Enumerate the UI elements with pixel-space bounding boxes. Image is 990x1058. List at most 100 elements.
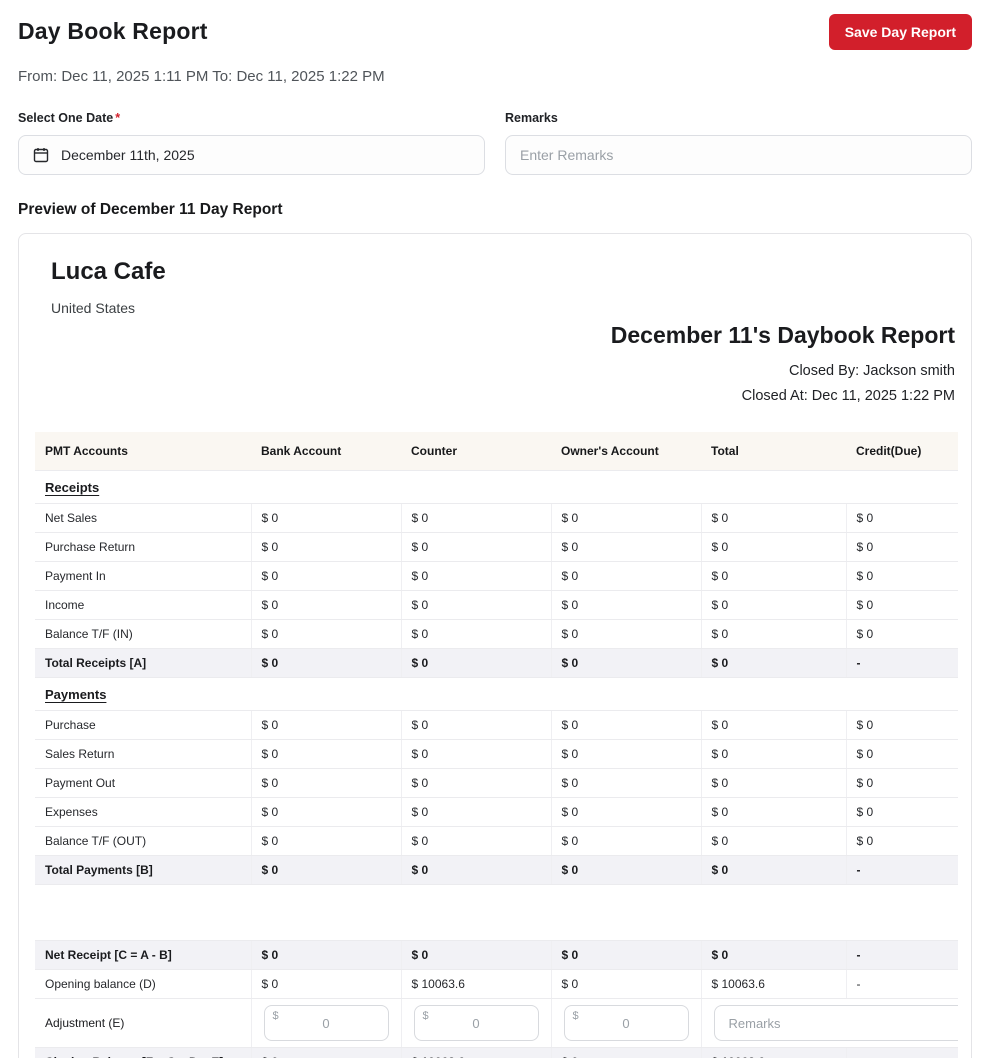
- row-label: Expenses: [35, 797, 251, 827]
- row-label: Sales Return: [35, 739, 251, 769]
- row-label: Payment In: [35, 561, 251, 591]
- cell-value: $ 0: [550, 532, 701, 562]
- closed-at: Closed At: Dec 11, 2025 1:22 PM: [741, 388, 955, 404]
- daybook-table-container: PMT Accounts Bank Account Counter Owner'…: [35, 432, 958, 1058]
- adjustment-bank-input-wrap[interactable]: $: [263, 1005, 389, 1041]
- cell-value: $ 0: [250, 561, 401, 591]
- cell-value: $ 0: [400, 797, 551, 827]
- receipts-section-label: Receipts: [45, 480, 100, 495]
- cell-value: $ 0: [550, 1047, 701, 1058]
- cell-value: -: [845, 1047, 958, 1058]
- cell-value: $ 0: [400, 710, 551, 740]
- currency-symbol: $: [572, 1010, 579, 1022]
- table-header-row: PMT Accounts Bank Account Counter Owner'…: [35, 432, 958, 471]
- cell-value: $ 0: [845, 768, 958, 798]
- cell-value: $ 0: [845, 503, 958, 533]
- adjustment-bank-input[interactable]: [264, 1006, 388, 1040]
- cell-value: $ 0: [250, 826, 401, 856]
- row-label: Net Receipt [C = A - B]: [35, 940, 251, 970]
- cell-value: $ 0: [400, 619, 551, 649]
- report-date-range: From: Dec 11, 2025 1:11 PM To: Dec 11, 2…: [18, 68, 385, 85]
- row-label: Total Payments [B]: [35, 855, 251, 885]
- cell-value: $ 0: [550, 768, 701, 798]
- date-picker[interactable]: [18, 135, 485, 175]
- cell-value: $ 0: [700, 940, 846, 970]
- table-row: Payment In $ 0 $ 0 $ 0 $ 0 $ 0: [35, 561, 958, 591]
- cell-value: $ 0: [400, 503, 551, 533]
- total-payments-row: Total Payments [B] $ 0 $ 0 $ 0 $ 0 -: [35, 855, 958, 885]
- cell-value: $ 10063.6: [700, 969, 846, 999]
- cell-value: $ 0: [700, 648, 846, 678]
- row-label: Purchase Return: [35, 532, 251, 562]
- cell-value: $ 0: [700, 739, 846, 769]
- column-header-counter: Counter: [401, 432, 551, 471]
- adjustment-counter-input-wrap[interactable]: $: [413, 1005, 539, 1041]
- table-row: Income $ 0 $ 0 $ 0 $ 0 $ 0: [35, 590, 958, 620]
- day-report-card: Luca Cafe United States December 11's Da…: [18, 233, 972, 1058]
- row-label: Adjustment (E): [35, 998, 251, 1048]
- cell-value: $ 0: [550, 561, 701, 591]
- cell-value: $ 0: [250, 940, 401, 970]
- remarks-field-group: Remarks: [505, 111, 972, 175]
- adjustment-remarks-input[interactable]: [713, 1005, 958, 1041]
- cell-value: $ 0: [250, 648, 401, 678]
- table-row: Sales Return $ 0 $ 0 $ 0 $ 0 $ 0: [35, 739, 958, 769]
- column-header-bank-account: Bank Account: [251, 432, 401, 471]
- cell-value: $ 0: [550, 590, 701, 620]
- cell-value: -: [845, 940, 958, 970]
- receipts-section-row: Receipts: [35, 470, 958, 504]
- cell-value: $ 0: [400, 855, 551, 885]
- business-country: United States: [51, 300, 136, 316]
- column-header-credit-due: Credit(Due): [846, 432, 958, 471]
- table-row: Payment Out $ 0 $ 0 $ 0 $ 0 $ 0: [35, 768, 958, 798]
- cell-value: $ 0: [550, 797, 701, 827]
- required-asterisk: *: [115, 111, 121, 125]
- cell-value: $ 0: [250, 969, 401, 999]
- cell-value: $ 0: [550, 940, 701, 970]
- cell-value: -: [845, 855, 958, 885]
- cell-value: $ 0: [700, 503, 846, 533]
- adjustment-counter-input[interactable]: [414, 1006, 538, 1040]
- table-row: Balance T/F (IN) $ 0 $ 0 $ 0 $ 0 $ 0: [35, 619, 958, 649]
- cell-value: $ 0: [550, 710, 701, 740]
- cell-value: $ 0: [845, 561, 958, 591]
- page-title: Day Book Report: [18, 18, 208, 44]
- cell-value: $ 0: [700, 561, 846, 591]
- cell-value: $ 0: [700, 532, 846, 562]
- adjustment-owner-input[interactable]: [564, 1006, 688, 1040]
- cell-value: -: [845, 648, 958, 678]
- cell-value: $ 0: [845, 710, 958, 740]
- table-row: Purchase $ 0 $ 0 $ 0 $ 0 $ 0: [35, 710, 958, 740]
- row-label: Payment Out: [35, 768, 251, 798]
- column-header-pmt-accounts: PMT Accounts: [35, 432, 251, 471]
- row-label: Balance T/F (IN): [35, 619, 251, 649]
- adjustment-owner-input-wrap[interactable]: $: [563, 1005, 689, 1041]
- cell-value: $ 0: [250, 532, 401, 562]
- cell-value: $ 0: [400, 561, 551, 591]
- cell-value: $ 0: [700, 768, 846, 798]
- table-row: Net Sales $ 0 $ 0 $ 0 $ 0 $ 0: [35, 503, 958, 533]
- date-field-group: Select One Date *: [18, 111, 485, 175]
- cell-value: $ 0: [845, 797, 958, 827]
- table-row: Expenses $ 0 $ 0 $ 0 $ 0 $ 0: [35, 797, 958, 827]
- row-label: Total Receipts [A]: [35, 648, 251, 678]
- cell-value: $ 0: [550, 855, 701, 885]
- calendar-icon: [33, 148, 49, 163]
- remarks-input-shell[interactable]: [505, 135, 972, 175]
- cell-value: $ 0: [700, 619, 846, 649]
- total-receipts-row: Total Receipts [A] $ 0 $ 0 $ 0 $ 0 -: [35, 648, 958, 678]
- cell-value: $ 0: [700, 797, 846, 827]
- date-picker-input[interactable]: [61, 147, 470, 163]
- cell-value: $ 0: [400, 940, 551, 970]
- cell-value: $ 0: [550, 648, 701, 678]
- column-header-total: Total: [701, 432, 846, 471]
- cell-value: $ 0: [700, 710, 846, 740]
- report-form: Select One Date* Remarks: [18, 111, 972, 175]
- cell-value: $ 0: [250, 710, 401, 740]
- cell-value: $ 0: [700, 855, 846, 885]
- row-label: Net Sales: [35, 503, 251, 533]
- row-label: Balance T/F (OUT): [35, 826, 251, 856]
- cell-value: $ 0: [250, 619, 401, 649]
- remarks-input[interactable]: [520, 147, 957, 163]
- save-day-report-button[interactable]: Save Day Report: [828, 14, 972, 50]
